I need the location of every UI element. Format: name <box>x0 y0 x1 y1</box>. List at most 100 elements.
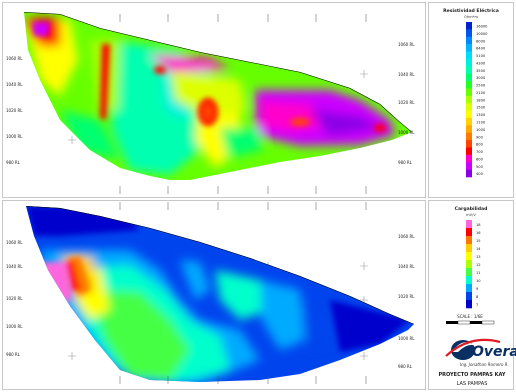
colorbar-tick-label: 12 <box>476 263 481 267</box>
colorbar-tick-label: 16 <box>476 231 481 235</box>
resistivity-colorbar-unit: Ohm*m <box>464 15 478 19</box>
colorbar-tick-label: 1100 <box>476 120 486 124</box>
rl-label: 1020 RL <box>6 108 23 113</box>
rl-label: 1000 RL <box>398 130 415 135</box>
colorbar-swatch <box>466 132 472 141</box>
province-name: LAS PAMPAS <box>457 381 488 387</box>
rl-label: 1040 RL <box>6 264 23 269</box>
company-logo: OveralPerú Ing. Jonathan Romero R. PROYE… <box>438 338 516 387</box>
engineer-name: Ing. Jonathan Romero R. <box>460 362 509 367</box>
colorbar-swatch <box>466 260 472 269</box>
colorbar-swatch <box>466 268 472 277</box>
colorbar-tick-label: 10000 <box>476 32 488 36</box>
colorbar-tick-label: 11 <box>476 271 481 275</box>
rl-label: 1020 RL <box>398 100 415 105</box>
colorbar-tick-label: 3000 <box>476 76 486 80</box>
resistivity-rl-labels-right: 1060 RL 1040 RL 1020 RL 1000 RL 980 RL <box>398 42 415 165</box>
colorbar-swatch <box>466 154 472 163</box>
colorbar-tick-label: 1500 <box>476 106 486 110</box>
chargeability-panel-frame <box>2 200 426 390</box>
resistivity-rl-labels-left: 1060 RL 1040 RL 1020 RL 1000 RL 980 RL <box>6 56 23 165</box>
colorbar-tick-label: 16000 <box>476 25 488 29</box>
colorbar-swatch <box>466 58 472 67</box>
rl-label: 980 RL <box>6 352 21 357</box>
colorbar-tick-label: 15 <box>476 239 481 243</box>
rl-label: 1060 RL <box>6 56 23 61</box>
colorbar-tick-label: 800 <box>476 143 484 147</box>
colorbar-swatch <box>466 284 472 293</box>
colorbar-tick-label: 1000 <box>476 128 486 132</box>
resistivity-colorbar: Resistividad Eléctrica Ohm*m 16000 10000 8… <box>443 7 499 178</box>
colorbar-swatch <box>466 140 472 148</box>
colorbar-tick-label: 9 <box>476 287 479 291</box>
colorbar-swatch <box>466 36 472 45</box>
rl-label: 1040 RL <box>6 82 23 87</box>
colorbar-tick-label: 10 <box>476 279 481 283</box>
rl-label: 1000 RL <box>6 324 23 329</box>
rl-label: 1000 RL <box>398 336 415 341</box>
colorbar-swatch <box>466 73 472 82</box>
colorbar-swatch <box>466 110 472 119</box>
colorbar-tick-label: 14 <box>476 247 481 251</box>
colorbar-swatch <box>466 66 472 74</box>
rl-label: 1060 RL <box>398 234 415 239</box>
section-coordinate-ticks <box>119 14 367 384</box>
colorbar-swatch <box>466 81 472 89</box>
chargeability-colorbar-unit: mV/V <box>466 213 476 217</box>
chargeability-colorbar: Cargabilidad mV/V 18 16 15 14 13 12 11 10 9 8 7 <box>455 206 488 309</box>
colorbar-tick-label: 1800 <box>476 98 486 102</box>
colorbar-swatch <box>466 162 472 170</box>
colorbar-swatch <box>466 22 472 30</box>
colorbar-swatch <box>466 117 472 126</box>
company-logo-text: OveralPerú <box>472 344 516 360</box>
colorbar-swatch <box>466 147 472 156</box>
colorbar-swatch <box>466 292 472 301</box>
resistivity-legend-frame <box>428 2 514 198</box>
rl-label: 980 RL <box>6 160 21 165</box>
rl-label: 1020 RL <box>398 294 415 299</box>
resistivity-panel-frame <box>2 2 426 198</box>
colorbar-swatch <box>466 228 472 237</box>
colorbar-swatch <box>466 125 472 134</box>
project-name: PROYECTO PAMPAS KAY <box>438 372 505 378</box>
colorbar-swatch <box>466 244 472 253</box>
colorbar-tick-label: 2100 <box>476 91 486 95</box>
resistivity-colorbar-ticks: 16000 10000 8000 6400 5100 4300 3500 3000 2500 21… <box>476 25 488 177</box>
rl-label: 1060 RL <box>398 42 415 47</box>
scale-label: SCALE : 1/6E <box>457 314 483 319</box>
chargeability-legend-frame <box>428 200 514 390</box>
rl-label: 1000 RL <box>6 134 23 139</box>
rl-label: 980 RL <box>398 364 413 369</box>
colorbar-swatch <box>466 300 472 309</box>
rl-label: 1040 RL <box>398 264 415 269</box>
chargeability-colorbar-ticks: 18 16 15 14 13 12 11 10 9 8 7 <box>476 223 481 307</box>
colorbar-swatch <box>466 88 472 97</box>
colorbar-tick-label: 400 <box>476 172 484 176</box>
colorbar-swatch <box>466 103 472 111</box>
colorbar-tick-label: 1300 <box>476 113 486 117</box>
colorbar-swatch <box>466 169 472 178</box>
rl-label: 1040 RL <box>398 72 415 77</box>
colorbar-tick-label: 8 <box>476 295 479 299</box>
colorbar-swatch <box>466 51 472 60</box>
colorbar-swatch <box>466 29 472 38</box>
chargeability-section <box>26 206 414 382</box>
resistivity-colorbar-title: Resistividad Eléctrica <box>443 7 499 14</box>
colorbar-tick-label: 5100 <box>476 54 486 58</box>
scale-bar: SCALE : 1/6E <box>446 314 495 325</box>
colorbar-swatch <box>466 252 472 261</box>
colorbar-swatch <box>466 95 472 104</box>
rl-label: 980 RL <box>398 160 413 165</box>
rl-label: 1020 RL <box>6 296 23 301</box>
colorbar-tick-label: 6400 <box>476 47 486 51</box>
resistivity-section <box>24 12 412 180</box>
colorbar-swatch <box>466 276 472 285</box>
chargeability-rl-labels-left: 1060 RL 1040 RL 1020 RL 1000 RL 980 RL <box>6 240 23 357</box>
colorbar-tick-label: 900 <box>476 135 484 139</box>
chargeability-colorbar-title: Cargabilidad <box>455 206 488 212</box>
colorbar-tick-label: 3500 <box>476 69 486 73</box>
resistivity-colorbar-swatches <box>466 22 472 178</box>
colorbar-tick-label: 2500 <box>476 84 486 88</box>
